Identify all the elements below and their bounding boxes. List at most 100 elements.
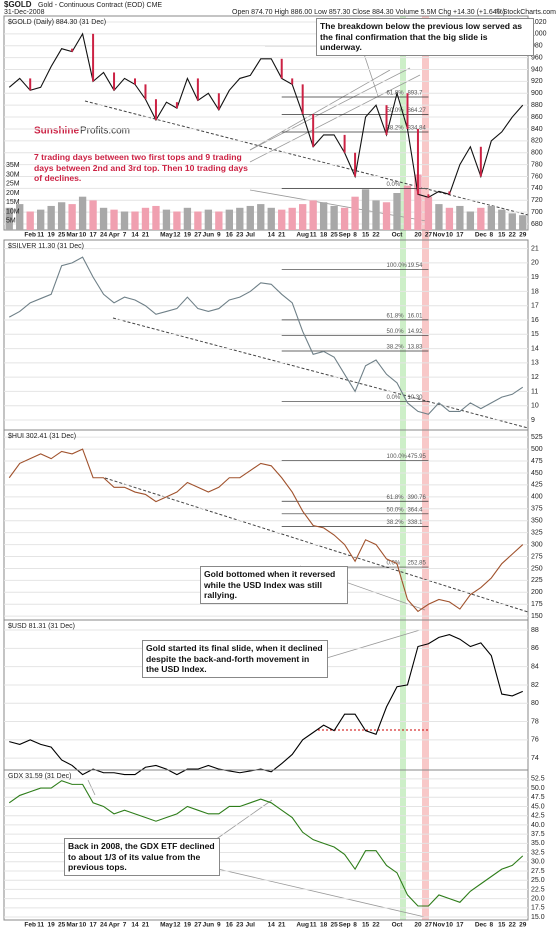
x-tick-label: 19 (48, 232, 56, 239)
volume-bar (99, 207, 108, 230)
volume-bar (508, 213, 516, 230)
x-tick-label: 25 (331, 922, 339, 929)
volume-bar (110, 209, 118, 230)
y-tick-label: 11 (531, 388, 538, 395)
volume-bar (26, 211, 34, 230)
y-tick-label: 1020 (531, 19, 547, 26)
volume-bar (16, 204, 24, 230)
y-tick-label: 47.5 (531, 794, 545, 801)
x-tick-label: 15 (362, 232, 370, 239)
date: 31-Dec-2008 (4, 9, 45, 16)
x-tick-label: 16 (226, 232, 234, 239)
x-tick-label: Nov (433, 232, 446, 239)
y-tick-label: 150 (531, 613, 543, 620)
y-tick-label: 22.5 (531, 886, 545, 893)
panel-title: $USD 81.31 (31 Dec) (8, 623, 75, 630)
x-tick-label: Oct (392, 232, 404, 239)
volume-bar (288, 207, 296, 230)
x-tick-label: 21 (142, 232, 150, 239)
volume-bar (246, 205, 254, 230)
fib-ratio: 100.0% (387, 454, 408, 460)
fib-value: 390.76 (407, 495, 426, 501)
y-tick-label: 78 (531, 718, 539, 725)
y-tick-label: 860 (531, 114, 543, 121)
y-tick-label: 16 (531, 317, 539, 324)
ticker: $GOLD (4, 0, 32, 9)
description: Gold - Continuous Contract (EOD) CME (38, 2, 162, 9)
volume-bar (120, 211, 129, 230)
x-tick-label: Sep (339, 232, 351, 239)
y-tick-label: 300 (531, 541, 543, 548)
y-tick-label: 13 (531, 360, 539, 367)
volume-bar (278, 209, 286, 230)
y-tick-label: 19 (531, 274, 539, 281)
volume-bar (466, 211, 475, 230)
credit: © StockCharts.com (496, 8, 557, 16)
volume-bar (519, 215, 527, 230)
volume-tick-label: 15M (6, 199, 20, 206)
trend-line (112, 317, 529, 429)
y-tick-label: 980 (531, 43, 543, 50)
x-tick-label: Mar (66, 922, 78, 929)
volume-bar (299, 204, 307, 230)
volume-tick-label: 30M (6, 171, 20, 178)
x-tick-label: 19 (184, 232, 192, 239)
y-tick-label: 1000 (531, 31, 547, 38)
x-tick-label: 24 (100, 922, 108, 929)
y-tick-label: 88 (531, 627, 539, 634)
fib-ratio: 50.0% (387, 329, 405, 335)
y-tick-label: 325 (531, 529, 543, 536)
volume-bar (236, 207, 244, 230)
x-tick-label: 24 (100, 232, 108, 239)
volume-bar (225, 209, 233, 230)
x-tick-label: 14 (131, 922, 139, 929)
volume-bar (78, 196, 87, 230)
y-tick-label: 76 (531, 737, 539, 744)
x-tick-label: 7 (123, 232, 127, 239)
logo-b: Profits.com (80, 126, 130, 137)
volume-bar (435, 204, 443, 230)
x-tick-label: 8 (353, 922, 357, 929)
x-tick-label: 15 (498, 232, 506, 239)
x-tick-label: 22 (372, 232, 380, 239)
panel-title: $GOLD (Daily) 884.30 (31 Dec) (8, 19, 106, 26)
y-tick-label: 15.0 (531, 914, 545, 921)
x-tick-label: 8 (490, 922, 494, 929)
price-line (8, 448, 524, 613)
annotation: Gold started its final slide, when it de… (142, 640, 328, 678)
x-tick-label: 15 (498, 922, 506, 929)
volume-bar (267, 207, 275, 230)
y-tick-label: 20 (531, 260, 539, 267)
price-line (8, 256, 524, 415)
y-tick-label: 500 (531, 446, 543, 453)
x-tick-label: 25 (58, 232, 66, 239)
y-tick-label: 740 (531, 185, 543, 192)
volume-bar (5, 207, 13, 230)
x-tick-label: Apr (108, 922, 120, 929)
x-tick-label: 18 (320, 232, 328, 239)
y-tick-label: 37.5 (531, 831, 545, 838)
y-tick-label: 12 (531, 374, 539, 381)
volume-bar (477, 207, 485, 230)
fib-value: 893.7 (407, 91, 423, 97)
volume-bar (351, 196, 359, 230)
volume-bar (414, 174, 422, 230)
y-tick-label: 880 (531, 102, 543, 109)
x-tick-label: 25 (331, 232, 339, 239)
x-tick-label: 19 (184, 922, 192, 929)
volume-bar (309, 200, 317, 230)
x-tick-label: 20 (414, 232, 422, 239)
volume-bar (37, 209, 45, 230)
y-tick-label: 20.0 (531, 895, 545, 902)
logo-a: Sunshine (34, 126, 79, 137)
fib-value: 864.27 (407, 108, 426, 114)
y-tick-label: 400 (531, 494, 543, 501)
y-tick-label: 17.5 (531, 905, 545, 912)
x-tick-label: 17 (89, 922, 97, 929)
y-tick-label: 27.5 (531, 868, 545, 875)
x-tick-label: Feb (24, 922, 36, 929)
x-tick-label: May (160, 922, 173, 929)
y-tick-label: 35.0 (531, 840, 545, 847)
volume-bar (498, 209, 506, 230)
